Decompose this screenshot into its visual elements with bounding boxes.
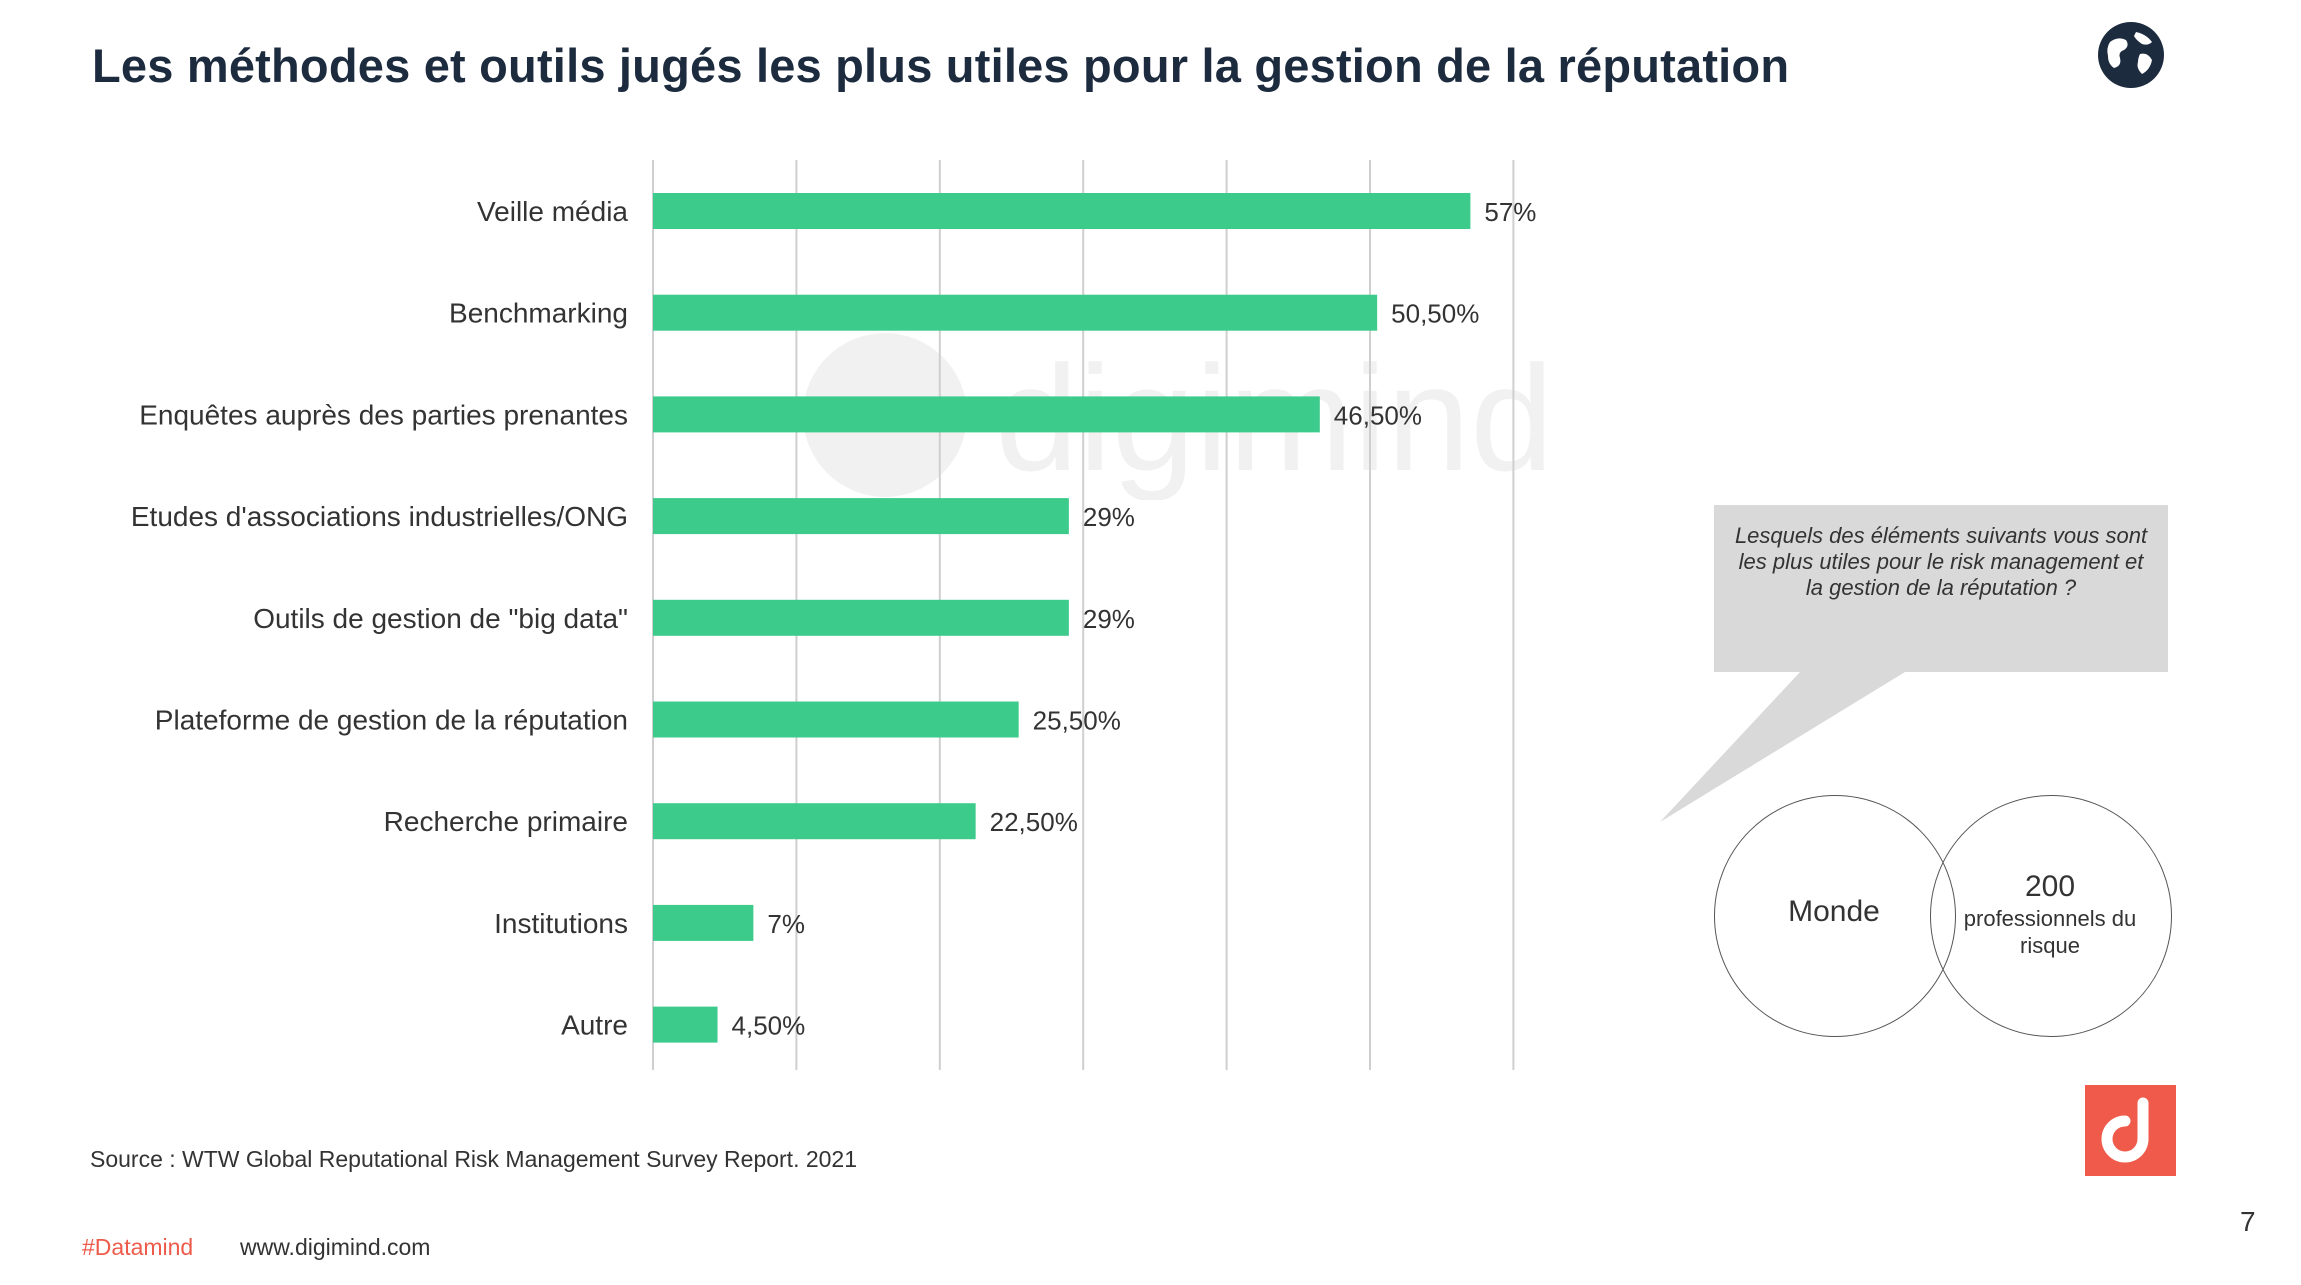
bar — [653, 904, 754, 941]
website-link[interactable]: www.digimind.com — [240, 1234, 431, 1260]
hashtag-link[interactable]: #Datamind — [82, 1234, 194, 1260]
bar — [653, 498, 1069, 535]
question-bubble — [1714, 505, 2168, 672]
data-label: 29% — [1083, 604, 1135, 634]
data-label: 50,50% — [1391, 299, 1479, 329]
bar — [653, 294, 1378, 331]
category-label: Outils de gestion de "big data" — [253, 603, 628, 634]
bar — [653, 803, 976, 840]
sample-circle — [1930, 795, 2172, 1037]
category-label: Plateforme de gestion de la réputation — [155, 705, 628, 736]
data-label: 22,50% — [990, 807, 1078, 837]
category-label: Recherche primaire — [384, 806, 628, 837]
bar — [653, 701, 1019, 738]
bar — [653, 599, 1069, 636]
digimind-logo-icon[interactable] — [2085, 1085, 2176, 1176]
category-label: Autre — [561, 1010, 628, 1041]
globe-icon — [2098, 22, 2164, 88]
data-label: 4,50% — [732, 1011, 806, 1041]
sample-count: 200 — [2024, 870, 2076, 903]
page-title: Les méthodes et outils jugés les plus ut… — [92, 39, 1790, 92]
question-text: Lesquels des éléments suivants vous sont… — [1734, 523, 2148, 600]
data-label: 29% — [1083, 502, 1135, 532]
bar — [653, 396, 1320, 433]
source-note: Source : WTW Global Reputational Risk Ma… — [90, 1146, 858, 1172]
category-label: Veille média — [477, 196, 628, 227]
bar-chart: Veille média 57% Benchmarking 50,50% Enquête… — [131, 160, 1536, 1070]
page-number: 7 — [2240, 1206, 2256, 1237]
category-label: Enquêtes auprès des parties prenantes — [139, 399, 628, 430]
data-label: 57% — [1484, 197, 1536, 227]
category-label: Institutions — [494, 908, 628, 939]
data-label: 25,50% — [1033, 706, 1121, 736]
data-label: 7% — [767, 909, 805, 939]
category-label: Etudes d'associations industrielles/ONG — [131, 501, 628, 532]
bar — [653, 193, 1471, 229]
bar — [653, 1006, 718, 1043]
scope-label: Monde — [1788, 895, 1880, 928]
category-label: Benchmarking — [449, 298, 628, 329]
sample-label: professionnels du risque — [1963, 906, 2137, 958]
data-label: 46,50% — [1334, 400, 1422, 430]
